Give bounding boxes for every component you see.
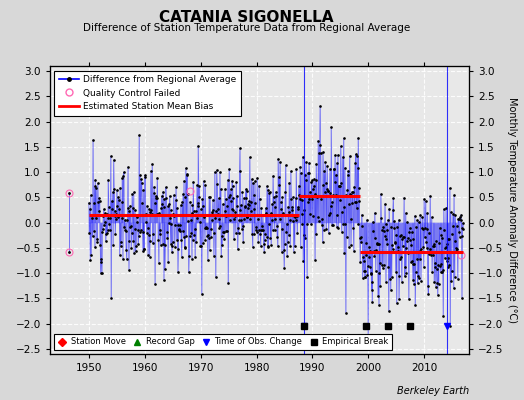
Legend: Station Move, Record Gap, Time of Obs. Change, Empirical Break: Station Move, Record Gap, Time of Obs. C… (54, 334, 392, 350)
Text: Difference of Station Temperature Data from Regional Average: Difference of Station Temperature Data f… (83, 23, 410, 33)
Text: CATANIA SIGONELLA: CATANIA SIGONELLA (159, 10, 334, 26)
Y-axis label: Monthly Temperature Anomaly Difference (°C): Monthly Temperature Anomaly Difference (… (507, 97, 517, 323)
Text: Berkeley Earth: Berkeley Earth (397, 386, 469, 396)
